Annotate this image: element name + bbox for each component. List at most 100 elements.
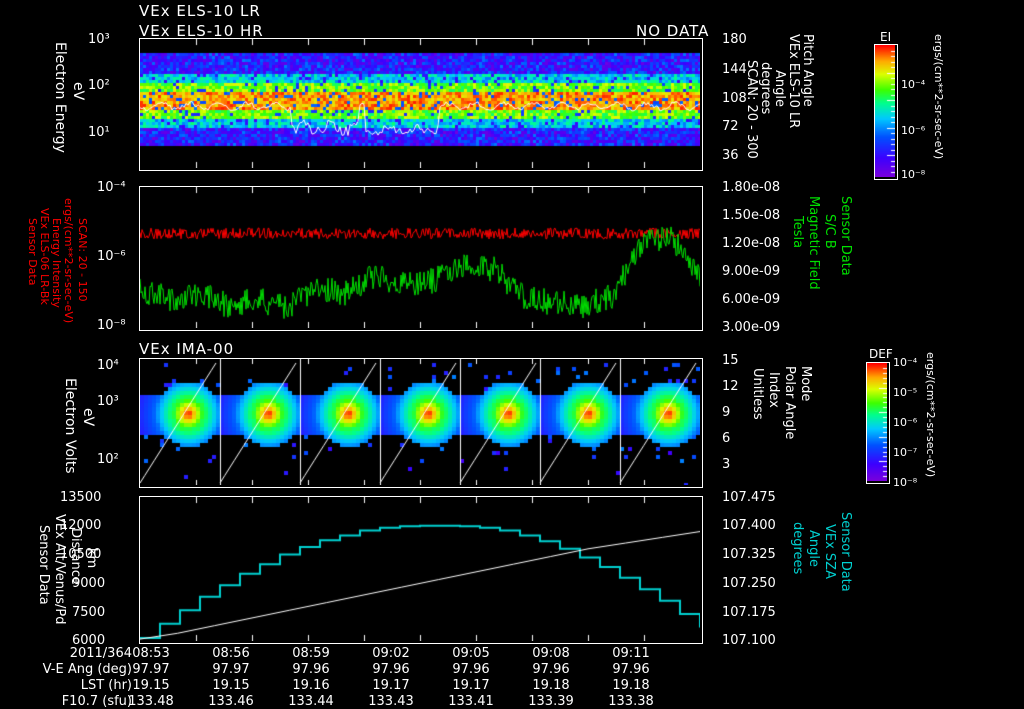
panel2-right-ytick-4: 6.00e-09: [722, 292, 781, 307]
panel2-right-ytick-5: 3.00e-09: [722, 320, 781, 335]
panel4-ytick-3: 9000: [72, 576, 106, 591]
axis-table-cell: 09:08: [532, 646, 570, 661]
panel2-right-label-4: Tesla: [790, 216, 805, 249]
panel1-right-ytick-4: 36: [722, 148, 739, 163]
panel4-right-ytick-3: 107.250: [722, 576, 776, 591]
panel2-left-label-1: Sensor Data: [26, 218, 39, 286]
panel2-right-label-3: Magnetic Field: [806, 196, 821, 290]
panel4-left-label-3: Distance: [68, 528, 83, 585]
panel3-right-label-2: Polar Angle: [782, 366, 797, 440]
axis-table-cell: 09:05: [452, 646, 490, 661]
panel1-right-label-1: Pitch Angle: [800, 34, 815, 107]
axis-table-cell: 08:53: [132, 646, 170, 661]
axis-table-cell: 19.18: [532, 678, 570, 693]
panel2-timeseries[interactable]: [139, 186, 703, 331]
panel1-left-axis-label-2: eV: [70, 82, 86, 101]
panel3-right-ytick-4: 3: [722, 457, 731, 472]
panel4-ytick-5: 6000: [72, 633, 106, 648]
panel1-spectrogram[interactable]: [139, 38, 703, 171]
axis-table-cell: 133.38: [608, 694, 654, 709]
axis-table-cell: 19.17: [372, 678, 410, 693]
panel4-right-label-1: Sensor Data: [838, 512, 853, 592]
panel2-right-label-2: S/C B: [822, 214, 837, 249]
panel3-ytick-2: 10²: [97, 452, 119, 467]
panel4-ytick-4: 7500: [72, 605, 106, 620]
panel4-right-ytick-5: 107.100: [722, 633, 776, 648]
axis-table-cell: 97.96: [532, 662, 570, 677]
axis-table-cell: 09:11: [612, 646, 650, 661]
panel1-left-axis-label-1: Electron Energy: [52, 42, 68, 153]
panel2-right-ytick-2: 1.20e-08: [722, 236, 781, 251]
panel3-right-label-1: Mode: [798, 366, 813, 402]
panel1-colorbar-tick-2: 10⁻⁸: [901, 168, 926, 181]
panel4-right-label-3: Angle: [806, 530, 821, 567]
panel3-spectrogram[interactable]: [139, 358, 703, 488]
panel4-ytick-2: 10500: [60, 547, 102, 562]
axis-table-row-label-0: 2011/364: [69, 646, 132, 661]
panel2-left-label-5: SCAN: 20 - 150: [76, 218, 89, 302]
panel4-right-label-2: VEx SZA: [822, 524, 837, 579]
panel3-right-label-4: Unitless: [750, 368, 765, 420]
axis-table-cell: 97.97: [212, 662, 250, 677]
panel1-title-hr: VEx ELS-10 HR: [139, 22, 264, 40]
panel1-colorbar-title: EI: [880, 30, 892, 44]
panel2-right-ytick-1: 1.50e-08: [722, 208, 781, 223]
panel1-right-ytick-3: 72: [722, 119, 739, 134]
panel3-colorbar-tick-4: 10⁻⁸: [893, 476, 918, 489]
panel2-left-label-2: VEx ELS-06 LR-Bk: [38, 208, 51, 305]
panel3-colorbar[interactable]: [866, 362, 890, 484]
axis-table-cell: 19.16: [292, 678, 330, 693]
panel3-colorbar-tick-2: 10⁻⁶: [893, 416, 918, 429]
axis-table-cell: 133.43: [368, 694, 414, 709]
panel4-right-ytick-0: 107.475: [722, 490, 776, 505]
axis-table-row-label-1: V-E Ang (deg): [42, 662, 132, 677]
panel4-ytick-1: 12000: [60, 518, 102, 533]
panel1-ytick-2: 10¹: [88, 125, 110, 140]
axis-table-cell: 133.41: [448, 694, 494, 709]
panel1-colorbar[interactable]: [874, 44, 898, 180]
panel3-colorbar-tick-1: 10⁻⁵: [893, 386, 918, 399]
axis-table-cell: 97.97: [132, 662, 170, 677]
axis-table-cell: 19.15: [132, 678, 170, 693]
panel3-colorbar-tick-0: 10⁻⁴: [893, 356, 918, 369]
panel3-left-label-2: eV: [80, 408, 96, 427]
panel1-right-label-2: VEx ELS-10 LR: [786, 34, 801, 129]
axis-table-cell: 97.96: [452, 662, 490, 677]
panel3-right-ytick-0: 15: [722, 353, 739, 368]
panel1-colorbar-unit: ergs/(cm**2-sr-sec-eV): [932, 34, 945, 160]
panel1-title-lr: VEx ELS-10 LR: [139, 2, 261, 20]
panel1-right-ytick-1: 144: [722, 62, 747, 77]
panel3-colorbar-tick-3: 10⁻⁷: [893, 446, 918, 459]
panel4-timeseries[interactable]: [139, 496, 703, 644]
panel3-left-label-1: Electron Volts: [62, 378, 78, 474]
axis-table-cell: 133.46: [208, 694, 254, 709]
panel2-right-ytick-0: 1.80e-08: [722, 180, 781, 195]
panel1-ytick-1: 10²: [88, 78, 110, 93]
panel3-right-ytick-2: 9: [722, 405, 731, 420]
panel3-ytick-1: 10³: [97, 394, 119, 409]
axis-table-cell: 133.48: [128, 694, 174, 709]
panel4-left-label-4: km: [84, 548, 99, 569]
panel1-right-ytick-0: 180: [722, 32, 747, 47]
axis-table-cell: 19.15: [212, 678, 250, 693]
panel4-left-label-2: VEx Alt/Venus/Pd: [52, 514, 67, 625]
panel3-right-ytick-1: 12: [722, 379, 739, 394]
panel3-title: VEx IMA-00: [139, 340, 235, 358]
panel1-colorbar-tick-0: 10⁻⁴: [901, 78, 926, 91]
panel1-right-label-3: Angle: [772, 70, 787, 107]
panel2-right-ytick-3: 9.00e-09: [722, 264, 781, 279]
axis-table-row-label-3: F10.7 (sfu): [61, 694, 132, 709]
panel4-right-ytick-1: 107.400: [722, 518, 776, 533]
axis-table-cell: 97.96: [612, 662, 650, 677]
axis-table-row-label-2: LST (hr): [80, 678, 132, 693]
panel4-right-ytick-4: 107.175: [722, 605, 776, 620]
panel3-right-label-3: Index: [766, 372, 781, 408]
panel4-ytick-0: 13500: [60, 490, 102, 505]
panel3-right-ytick-3: 6: [722, 431, 731, 446]
panel1-colorbar-tick-1: 10⁻⁶: [901, 124, 926, 137]
axis-table-cell: 08:56: [212, 646, 250, 661]
panel2-right-label-1: Sensor Data: [838, 196, 853, 276]
axis-table-cell: 133.44: [288, 694, 334, 709]
panel1-no-data-label: NO DATA: [636, 22, 710, 40]
